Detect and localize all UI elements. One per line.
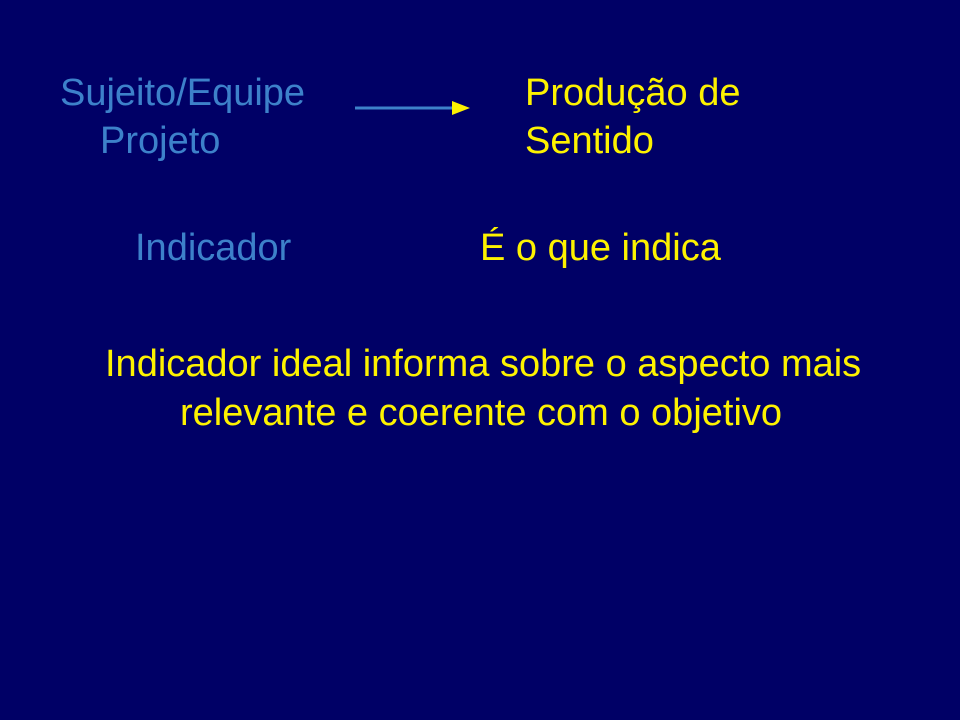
- row1-right-line2: Sentido: [525, 118, 741, 166]
- row1-left: Sujeito/Equipe Projeto: [60, 70, 305, 165]
- row2-right: É o que indica: [480, 225, 721, 273]
- row1-right: Produção de Sentido: [525, 70, 741, 165]
- row2-right-text: É o que indica: [480, 227, 721, 269]
- body-line2: relevante e coerente com o objetivo: [105, 389, 861, 438]
- row2-left: Indicador: [135, 225, 291, 273]
- body-paragraph: Indicador ideal informa sobre o aspecto …: [105, 340, 861, 439]
- row2-left-text: Indicador: [135, 227, 291, 269]
- body-line1: Indicador ideal informa sobre o aspecto …: [105, 340, 861, 389]
- row1-left-line1: Sujeito/Equipe: [60, 70, 305, 118]
- arrow-head: [452, 101, 470, 115]
- slide: Sujeito/Equipe Projeto Produção de Senti…: [0, 0, 960, 720]
- row1-right-line1: Produção de: [525, 70, 741, 118]
- row1-left-line2: Projeto: [60, 118, 305, 166]
